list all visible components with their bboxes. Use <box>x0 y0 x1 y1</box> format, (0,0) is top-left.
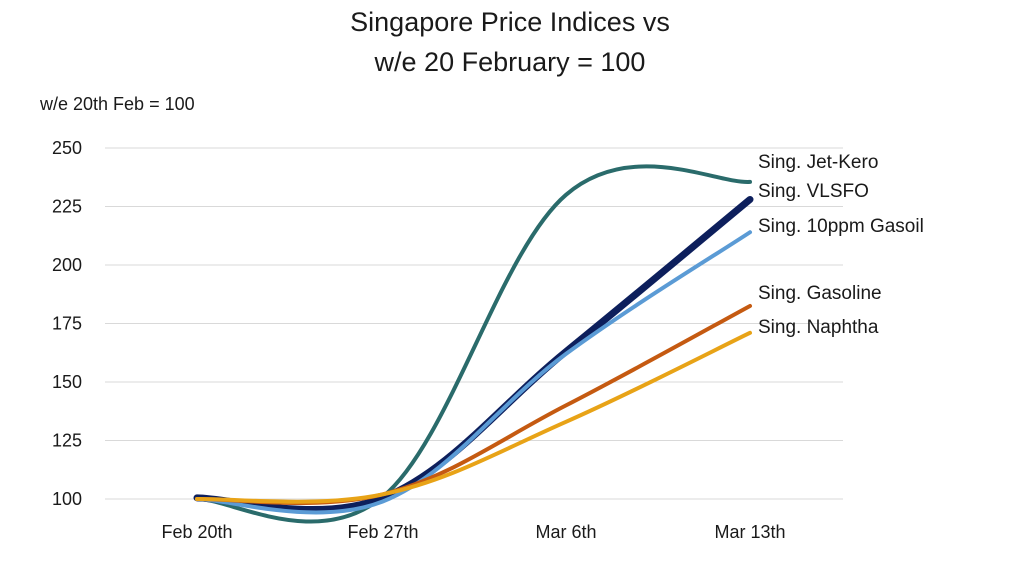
y-tick-label: 175 <box>52 314 82 334</box>
series-line <box>195 230 752 515</box>
gridlines <box>105 147 843 500</box>
y-tick-label: 250 <box>52 138 82 158</box>
series-label: Sing. Gasoline <box>758 283 882 304</box>
series-labels: Sing. Jet-Kero Sing. VLSFO Sing. 10ppm Gas… <box>758 152 924 338</box>
series-label: Sing. Naphtha <box>758 317 879 338</box>
x-axis-ticks: Feb 20th Feb 27th Mar 6th Mar 13th <box>161 522 785 542</box>
series-lines <box>193 164 754 524</box>
y-tick-label: 225 <box>52 197 82 217</box>
x-tick-label: Mar 6th <box>535 522 596 542</box>
y-axis-ticks: 100 125 150 175 200 225 250 <box>52 138 82 509</box>
x-tick-label: Feb 20th <box>161 522 232 542</box>
series-line <box>195 303 752 505</box>
chart-title-line-2: w/e 20 February = 100 <box>374 47 646 77</box>
y-tick-label: 100 <box>52 489 82 509</box>
series-line <box>195 164 752 524</box>
series-label: Sing. VLSFO <box>758 181 869 202</box>
y-tick-label: 200 <box>52 255 82 275</box>
series-label: Sing. 10ppm Gasoil <box>758 216 924 237</box>
y-axis-unit-label: w/e 20th Feb = 100 <box>39 94 195 114</box>
x-tick-label: Mar 13th <box>714 522 785 542</box>
series-line <box>195 330 752 504</box>
y-tick-label: 150 <box>52 372 82 392</box>
series-label: Sing. Jet-Kero <box>758 152 878 173</box>
y-tick-label: 125 <box>52 431 82 451</box>
x-tick-label: Feb 27th <box>347 522 418 542</box>
chart-title-line-1: Singapore Price Indices vs <box>350 7 670 37</box>
